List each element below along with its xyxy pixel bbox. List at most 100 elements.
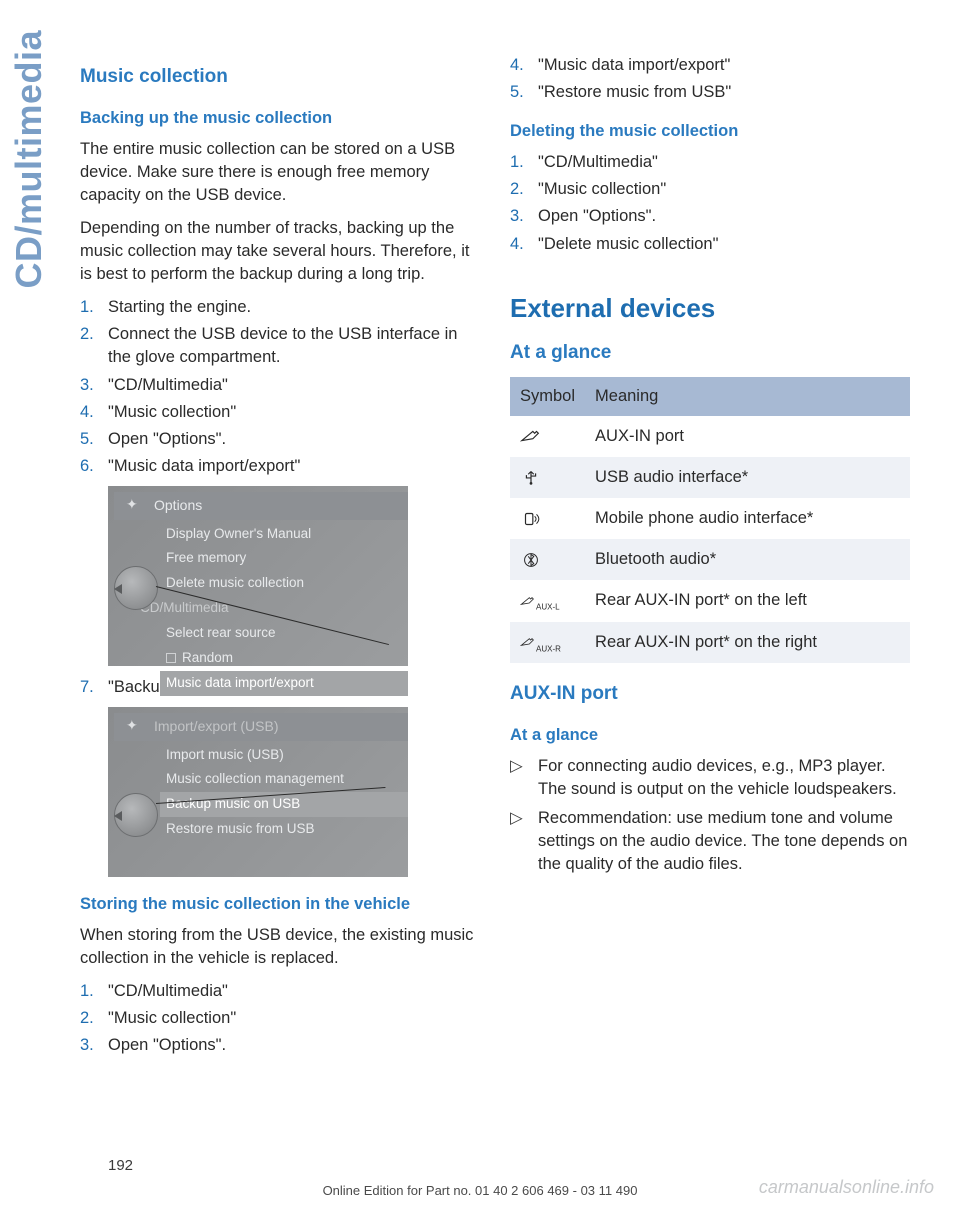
figure-menu-item: Display Owner's Manual xyxy=(160,522,408,547)
meaning-cell: Rear AUX-IN port* on the right xyxy=(585,622,910,663)
list-item: 3.Open "Options". xyxy=(80,1034,480,1057)
list-item: 4."Delete music collection" xyxy=(510,233,910,256)
meaning-cell: Mobile phone audio interface* xyxy=(585,498,910,539)
symbol-table: Symbol Meaning AUX-IN port USB audio int… xyxy=(510,377,910,663)
figure-options-menu: ✦Options Display Owner's Manual Free mem… xyxy=(108,486,408,666)
figure-title: ✦Options xyxy=(114,492,408,520)
figure-title: ✦Import/export (USB) xyxy=(114,713,408,741)
list-item: 2.Connect the USB device to the USB inte… xyxy=(80,323,480,369)
usb-icon xyxy=(520,468,542,486)
table-header: Symbol xyxy=(510,377,585,416)
heading-storing: Storing the music collection in the vehi… xyxy=(80,893,480,916)
steps-list: 1."CD/Multimedia" 2."Music collection" 3… xyxy=(510,151,910,255)
step-number: 6. xyxy=(80,455,108,478)
list-item: ▷Recommendation: use medium tone and vol… xyxy=(510,807,910,876)
controller-knob-icon xyxy=(114,566,158,610)
steps-list: 4."Music data import/export" 5."Restore … xyxy=(510,54,910,104)
table-row: USB audio interface* xyxy=(510,457,910,498)
step-text: Open "Options". xyxy=(108,1034,480,1057)
side-tab-label: CD/multimedia xyxy=(4,30,54,289)
figure-import-export-menu: ✦Import/export (USB) Import music (USB) … xyxy=(108,707,408,877)
bluetooth-icon xyxy=(520,551,542,569)
heading-at-a-glance: At a glance xyxy=(510,340,910,367)
step-text: "CD/Multimedia" xyxy=(108,980,480,1003)
list-item: 4."Music collection" xyxy=(80,401,480,424)
list-item: 5.Open "Options". xyxy=(80,428,480,451)
list-item: 1."CD/Multimedia" xyxy=(510,151,910,174)
step-text: "Music data import/export" xyxy=(538,54,910,77)
step-text: Connect the USB device to the USB interf… xyxy=(108,323,480,369)
heading-at-a-glance-sub: At a glance xyxy=(510,724,910,747)
meaning-cell: USB audio interface* xyxy=(585,457,910,498)
step-text: "Music collection" xyxy=(538,178,910,201)
step-text: "CD/Multimedia" xyxy=(538,151,910,174)
heading-external-devices: External devices xyxy=(510,290,910,326)
page-number: 192 xyxy=(108,1155,133,1176)
bullet-text: Recommendation: use medium tone and volu… xyxy=(538,807,910,876)
list-item: 4."Music data import/export" xyxy=(510,54,910,77)
left-column: Music collection Backing up the music co… xyxy=(80,50,480,1066)
paragraph: The entire music collection can be store… xyxy=(80,138,480,207)
figure-menu-item: Restore music from USB xyxy=(160,817,408,842)
controller-knob-icon xyxy=(114,793,158,837)
step-text: "Music collection" xyxy=(108,1007,480,1030)
step-number: 5. xyxy=(80,428,108,451)
list-item: 1.Starting the engine. xyxy=(80,296,480,319)
symbol-cell: AUX-R xyxy=(510,622,585,663)
step-number: 2. xyxy=(80,323,108,369)
step-number: 3. xyxy=(80,1034,108,1057)
table-row: AUX-L Rear AUX-IN port* on the left xyxy=(510,580,910,621)
meaning-cell: Rear AUX-IN port* on the left xyxy=(585,580,910,621)
symbol-cell: AUX-L xyxy=(510,580,585,621)
bullet-list: ▷For connecting audio devices, e.g., MP3… xyxy=(510,755,910,876)
steps-list: 1.Starting the engine. 2.Connect the USB… xyxy=(80,296,480,478)
figure-menu-item: Import music (USB) xyxy=(160,743,408,768)
list-item: 2."Music collection" xyxy=(80,1007,480,1030)
aux-plug-icon xyxy=(520,592,536,610)
step-text: "Delete music collection" xyxy=(538,233,910,256)
list-item: 3.Open "Options". xyxy=(510,205,910,228)
figure-menu-category: CD/Multimedia xyxy=(134,596,408,621)
list-item: 2."Music collection" xyxy=(510,178,910,201)
step-number: 5. xyxy=(510,81,538,104)
triangle-bullet-icon: ▷ xyxy=(510,755,538,801)
paragraph: When storing from the USB device, the ex… xyxy=(80,924,480,970)
list-item: 5."Restore music from USB" xyxy=(510,81,910,104)
list-item: 6."Music data import/export" xyxy=(80,455,480,478)
step-number: 1. xyxy=(80,980,108,1003)
step-text: "Restore music from USB" xyxy=(538,81,910,104)
step-number: 2. xyxy=(510,178,538,201)
list-item: 1."CD/Multimedia" xyxy=(80,980,480,1003)
phone-audio-icon xyxy=(520,510,542,528)
figure-menu-item-label: Random xyxy=(182,650,233,665)
step-number: 1. xyxy=(510,151,538,174)
triangle-bullet-icon: ▷ xyxy=(510,807,538,876)
figure-menu-item: Free memory xyxy=(160,546,408,571)
heading-deleting: Deleting the music collection xyxy=(510,120,910,143)
meaning-cell: AUX-IN port xyxy=(585,416,910,457)
symbol-subscript: AUX-L xyxy=(536,602,560,611)
table-header-row: Symbol Meaning xyxy=(510,377,910,416)
figure-menu-item: Random xyxy=(160,646,408,671)
table-header: Meaning xyxy=(585,377,910,416)
step-number: 1. xyxy=(80,296,108,319)
figure-menu-item-selected: Music data import/export xyxy=(160,671,408,696)
symbol-cell xyxy=(510,498,585,539)
globe-icon: ✦ xyxy=(126,495,138,515)
step-number: 2. xyxy=(80,1007,108,1030)
step-number: 4. xyxy=(510,54,538,77)
globe-icon: ✦ xyxy=(126,716,138,736)
step-text: Open "Options". xyxy=(108,428,480,451)
symbol-cell xyxy=(510,539,585,580)
step-text: "Music data import/export" xyxy=(108,455,480,478)
heading-music-collection: Music collection xyxy=(80,64,480,91)
figure-menu-item: Select rear source xyxy=(160,621,408,646)
right-column: 4."Music data import/export" 5."Restore … xyxy=(510,50,910,1066)
step-number: 3. xyxy=(510,205,538,228)
step-number: 3. xyxy=(80,374,108,397)
meaning-cell: Bluetooth audio* xyxy=(585,539,910,580)
figure-menu-item-selected: Backup music on USB xyxy=(160,792,408,817)
table-row: Mobile phone audio interface* xyxy=(510,498,910,539)
step-text: Open "Options". xyxy=(538,205,910,228)
table-row: AUX-IN port xyxy=(510,416,910,457)
